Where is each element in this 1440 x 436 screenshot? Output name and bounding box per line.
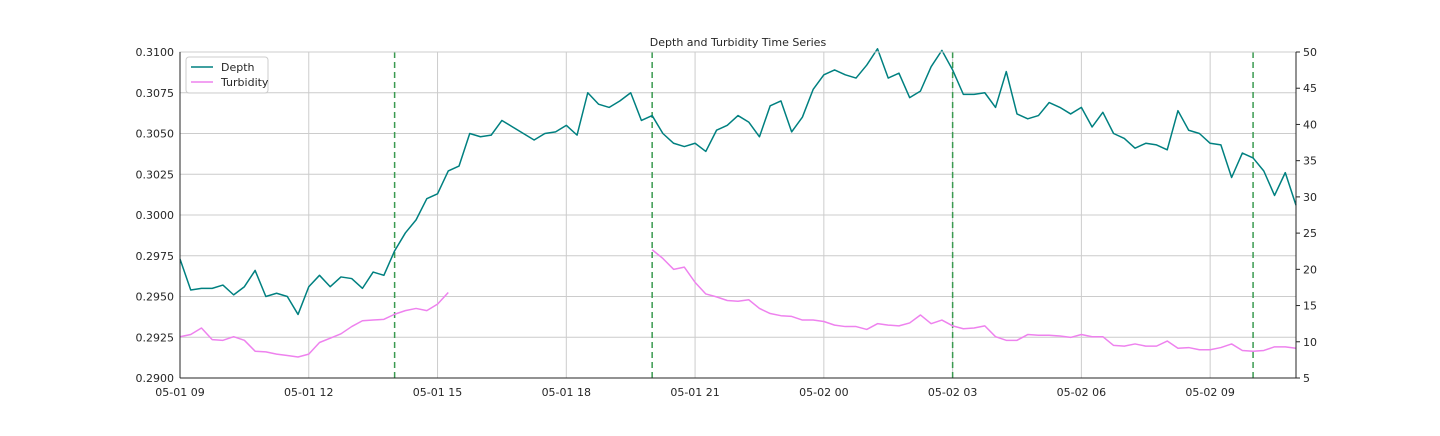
y-left-tick-label: 0.3025: [136, 168, 175, 181]
y-left-tick-label: 0.2975: [136, 250, 175, 263]
y-right-tick-label: 10: [1303, 336, 1317, 349]
legend-label-depth: Depth: [221, 61, 255, 74]
y-left-tick-label: 0.2925: [136, 331, 175, 344]
y-right-tick-label: 35: [1303, 155, 1317, 168]
y-left-tick-label: 0.3050: [136, 128, 175, 141]
y-right-tick-label: 5: [1303, 372, 1310, 385]
chart-title: Depth and Turbidity Time Series: [650, 36, 827, 49]
legend-box: [185, 56, 269, 94]
y-right-tick-label: 45: [1303, 82, 1317, 95]
x-tick-label: 05-02 03: [928, 386, 977, 399]
y-right-tick-label: 30: [1303, 191, 1317, 204]
plot-frame: [179, 51, 1297, 379]
series-line-depth: [179, 47, 1297, 316]
legend-label-turbidity: Turbidity: [220, 76, 269, 89]
axis-layer: 05-01 09 05-01 12 05-01 15 05-01 18 05-01 21…: [136, 46, 1318, 399]
x-tick-label: 05-02 09: [1185, 386, 1234, 399]
y-right-tick-label: 15: [1303, 300, 1317, 313]
x-tick-label: 05-01 15: [413, 386, 462, 399]
y-right-tick-label: 40: [1303, 118, 1317, 131]
vertical-lines-layer: [393, 52, 1254, 378]
y-left-tick-label: 0.3100: [136, 46, 175, 59]
series-line-turbidity: [179, 249, 1297, 358]
series-layer: [179, 47, 1297, 358]
y-right-tick-label: 20: [1303, 263, 1317, 276]
y-left-tick-label: 0.3000: [136, 209, 175, 222]
legend: Depth Turbidity: [185, 56, 269, 94]
y-left-tick-label: 0.3075: [136, 87, 175, 100]
y-left-tick-label: 0.2900: [136, 372, 175, 385]
x-tick-label: 05-02 00: [799, 386, 848, 399]
y-right-tick-label: 50: [1303, 46, 1317, 59]
x-tick-label: 05-01 21: [670, 386, 719, 399]
x-tick-label: 05-01 09: [155, 386, 204, 399]
y-right-tick-label: 25: [1303, 227, 1317, 240]
x-tick-label: 05-01 18: [542, 386, 591, 399]
x-tick-label: 05-02 06: [1057, 386, 1106, 399]
y-left-tick-label: 0.2950: [136, 291, 175, 304]
x-tick-label: 05-01 12: [284, 386, 333, 399]
